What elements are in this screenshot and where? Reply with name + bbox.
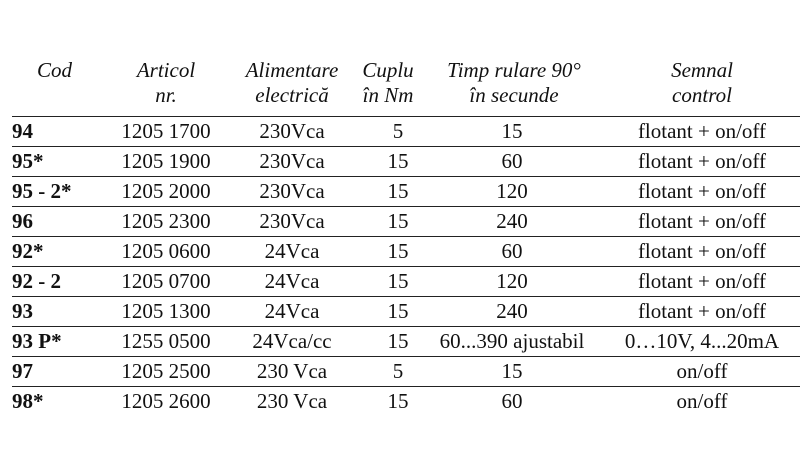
header-semnal: Semnal control [602,58,800,108]
cell-timp: 60 [501,149,523,173]
cell-semnal: flotant + on/off [637,209,767,233]
cell-cod: 97 [12,359,33,383]
header-cuplu: Cuplu în Nm [358,58,418,108]
cell-timp: 15 [501,119,523,143]
header-articol-line2: nr. [155,83,177,107]
table-header: Cod Articol nr. Alimentare electrică Cup… [12,58,800,112]
header-alimentare-line1: Alimentare [245,58,339,82]
cell-semnal: on/off [676,389,728,413]
header-timp: Timp rulare 90° în secunde [424,58,604,108]
header-alimentare-line2: electrică [255,83,329,107]
cell-alimentare: 24Vca/cc [252,329,332,353]
cell-articol: 1205 2500 [121,359,211,383]
cell-semnal: flotant + on/off [637,299,767,323]
cell-articol: 1205 1900 [121,149,211,173]
header-semnal-line2: control [672,83,732,107]
cell-cod: 98* [12,389,44,413]
table-row: 92 - 2 1205 0700 24Vca 15 120 flotant + on/of… [12,266,800,296]
cell-cod: 95 - 2* [12,179,72,203]
cell-cod: 92* [12,239,44,263]
header-articol: Articol nr. [107,58,225,108]
cell-timp: 240 [496,209,528,233]
cell-semnal: on/off [676,359,728,383]
cell-timp: 120 [496,269,528,293]
cell-cuplu: 15 [387,149,409,173]
cell-cod: 94 [12,119,33,143]
cell-semnal: flotant + on/off [637,269,767,293]
table-body: 94 1205 1700 230Vca 5 15 flotant + on/off 95* 1… [12,116,800,416]
cell-timp: 240 [496,299,528,323]
cell-timp: 15 [501,359,523,383]
cell-articol: 1205 0600 [121,239,211,263]
cell-alimentare: 24Vca [264,299,320,323]
cell-articol: 1205 2600 [121,389,211,413]
cell-articol: 1205 0700 [121,269,211,293]
cell-semnal: flotant + on/off [637,239,767,263]
cell-articol: 1205 2000 [121,179,211,203]
table-row: 98* 1205 2600 230 Vca 15 60 on/off [12,386,800,416]
table-row: 94 1205 1700 230Vca 5 15 flotant + on/off [12,116,800,146]
table-row: 92* 1205 0600 24Vca 15 60 flotant + on/off [12,236,800,266]
cell-cod: 92 - 2 [12,269,61,293]
cell-articol: 1255 0500 [121,329,211,353]
cell-alimentare: 230 Vca [256,359,328,383]
cell-cuplu: 15 [387,269,409,293]
cell-semnal: 0…10V, 4...20mA [624,329,780,353]
cell-alimentare: 230 Vca [256,389,328,413]
header-alimentare: Alimentare electrică [227,58,357,108]
cell-cuplu: 5 [392,119,404,143]
cell-cuplu: 15 [387,179,409,203]
table-row: 97 1205 2500 230 Vca 5 15 on/off [12,356,800,386]
header-semnal-line1: Semnal [671,58,733,82]
cell-alimentare: 230Vca [259,149,325,173]
cell-timp: 60 [501,239,523,263]
header-cod: Cod [12,58,97,83]
cell-cuplu: 15 [387,239,409,263]
table-row: 93 P* 1255 0500 24Vca/cc 15 60...390 ajustab… [12,326,800,356]
header-cuplu-line2: în Nm [362,83,414,107]
cell-semnal: flotant + on/off [637,149,767,173]
cell-alimentare: 24Vca [264,239,320,263]
cell-cod: 96 [12,209,33,233]
cell-cod: 93 P* [12,329,62,353]
cell-cuplu: 15 [387,389,409,413]
table-row: 95* 1205 1900 230Vca 15 60 flotant + on/off [12,146,800,176]
header-cod-line1: Cod [36,58,72,82]
cell-articol: 1205 1300 [121,299,211,323]
cell-alimentare: 230Vca [259,179,325,203]
cell-alimentare: 24Vca [264,269,320,293]
cell-cod: 95* [12,149,44,173]
header-cuplu-line1: Cuplu [362,58,414,82]
cell-cuplu: 15 [387,329,409,353]
actuator-spec-table: Cod Articol nr. Alimentare electrică Cup… [12,58,800,413]
header-timp-line1: Timp rulare 90° [447,58,581,82]
cell-cuplu: 5 [392,359,404,383]
header-articol-line1: Articol [136,58,196,82]
table-row: 95 - 2* 1205 2000 230Vca 15 120 flotant + on/… [12,176,800,206]
cell-cuplu: 15 [387,209,409,233]
table-row: 93 1205 1300 24Vca 15 240 flotant + on/off [12,296,800,326]
table-row: 96 1205 2300 230Vca 15 240 flotant + on/off [12,206,800,236]
cell-alimentare: 230Vca [259,119,325,143]
header-timp-line2: în secunde [469,83,559,107]
cell-timp: 60...390 ajustabil [439,329,585,353]
cell-articol: 1205 1700 [121,119,211,143]
cell-cuplu: 15 [387,299,409,323]
cell-alimentare: 230Vca [259,209,325,233]
cell-semnal: flotant + on/off [637,179,767,203]
cell-cod: 93 [12,299,33,323]
cell-articol: 1205 2300 [121,209,211,233]
cell-timp: 60 [501,389,523,413]
cell-semnal: flotant + on/off [637,119,767,143]
cell-timp: 120 [496,179,528,203]
